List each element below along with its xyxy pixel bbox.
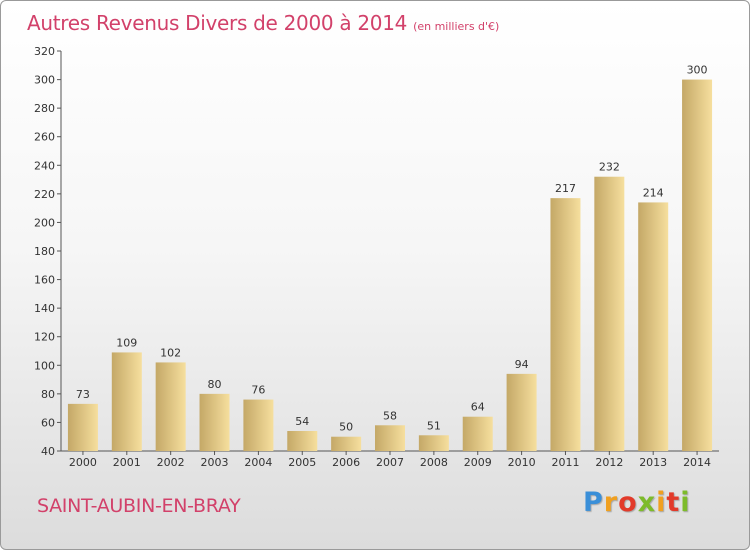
chart-labels: 73 109 102 80 76 54 50 58 51 64 94 217 232 214 300 [76,64,708,434]
bar-2014 [682,79,713,452]
x-tick-label-2012: 2012 [595,456,623,469]
y-tick-label: 80 [41,388,55,401]
chart-axes: 40 60 80 100 120 140 160 180 200 220 240 260 280 300 3… [34,45,719,469]
logo-letter: i [680,487,691,518]
logo-letter: o [618,487,638,518]
chart-subtitle: (en milliers d'€) [413,20,500,33]
data-label-2004: 76 [251,384,265,397]
y-tick-label: 260 [34,131,55,144]
bar-2000 [67,403,98,451]
bar-2013 [638,202,669,451]
data-label-2007: 58 [383,409,397,422]
data-label-2011: 217 [555,182,576,195]
x-tick-label-2008: 2008 [420,456,448,469]
chart-bars [67,79,713,452]
x-tick-label-2004: 2004 [244,456,272,469]
commune-name: SAINT-AUBIN-EN-BRAY [37,495,241,517]
chart-title-text: Autres Revenus Divers de 2000 à 2014 [27,11,408,35]
logo-letter: P [583,487,604,518]
x-tick-label-2006: 2006 [332,456,360,469]
y-tick-label: 320 [34,45,55,58]
bar-2005 [287,431,318,451]
x-tick-label-2014: 2014 [683,456,711,469]
data-label-2008: 51 [427,419,441,432]
bar-2012 [594,176,625,451]
y-tick-label: 220 [34,188,55,201]
x-tick-label-2007: 2007 [376,456,404,469]
bar-2001 [111,352,142,451]
data-label-2014: 300 [687,64,708,77]
y-tick-label: 300 [34,74,55,87]
x-tick-label-2005: 2005 [288,456,316,469]
logo-letter: x [637,487,657,518]
data-label-2009: 64 [471,401,485,414]
chart-title: Autres Revenus Divers de 2000 à 2014 (en … [27,11,499,35]
proxiti-logo: Proxiti [583,487,691,518]
bar-2007 [375,425,405,451]
x-tick-label-2009: 2009 [464,456,492,469]
x-tick-label-2010: 2010 [508,456,536,469]
data-label-2001: 109 [116,336,137,349]
data-label-2003: 80 [208,378,222,391]
y-tick-label: 40 [41,445,55,458]
x-tick-label-2013: 2013 [639,456,667,469]
data-label-2010: 94 [515,358,529,371]
y-tick-label: 240 [34,159,55,172]
data-label-2006: 50 [339,421,353,434]
y-tick-label: 140 [34,302,55,315]
bar-2008 [418,435,449,451]
y-tick-label: 200 [34,216,55,229]
y-tick-label: 60 [41,416,55,429]
bar-2009 [462,416,493,451]
data-label-2000: 73 [76,388,90,401]
x-tick-label-2000: 2000 [69,456,97,469]
logo-letter: t [666,487,681,518]
data-label-2013: 214 [643,186,664,199]
bar-2006 [331,436,362,451]
data-label-2002: 102 [160,346,181,359]
data-label-2012: 232 [599,161,620,174]
data-label-2005: 54 [295,415,309,428]
x-tick-label-2002: 2002 [157,456,185,469]
y-tick-label: 280 [34,102,55,115]
x-tick-label-2001: 2001 [113,456,141,469]
y-tick-label: 100 [34,359,55,372]
logo-letter: r [603,487,619,518]
logo-letter: i [656,487,667,518]
bar-2010 [506,373,537,451]
y-tick-label: 160 [34,274,55,287]
bar-2004 [243,399,274,451]
y-tick-label: 120 [34,331,55,344]
bar-2011 [550,198,581,451]
bar-2002 [155,362,186,451]
y-tick-label: 180 [34,245,55,258]
x-tick-label-2011: 2011 [551,456,579,469]
bar-2003 [199,393,230,451]
x-tick-label-2003: 2003 [201,456,229,469]
